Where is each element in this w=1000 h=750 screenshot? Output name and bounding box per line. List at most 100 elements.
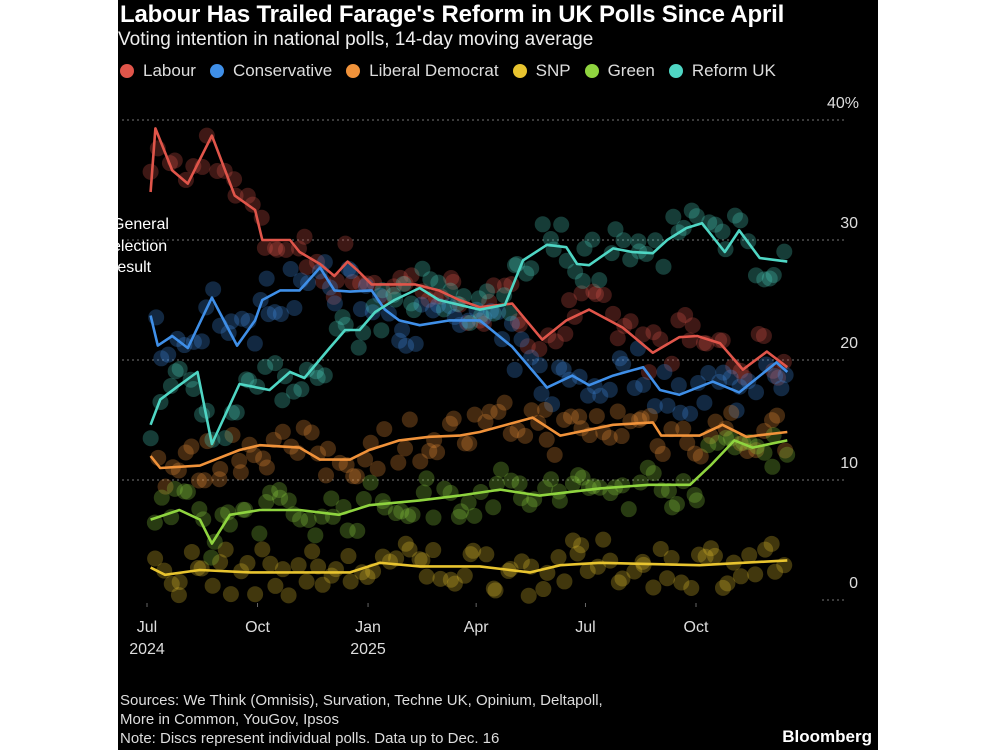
poll-disc (681, 332, 698, 349)
poll-disc (425, 302, 442, 319)
poll-disc (357, 451, 374, 468)
poll-disc (209, 162, 226, 179)
poll-disc (481, 403, 498, 420)
poll-disc (496, 394, 513, 411)
poll-disc (191, 501, 208, 518)
poll-disc (755, 327, 772, 344)
poll-disc (622, 313, 639, 330)
poll-disc (556, 573, 573, 590)
poll-disc (620, 501, 637, 518)
poll-disc (665, 208, 682, 225)
poll-disc (531, 341, 548, 358)
poll-disc (355, 491, 372, 508)
poll-disc (262, 484, 279, 501)
poll-disc (629, 340, 646, 357)
poll-disc (534, 216, 551, 233)
poll-disc (462, 546, 479, 563)
poll-disc (556, 411, 573, 428)
poll-disc (404, 506, 421, 523)
poll-disc (563, 408, 580, 425)
poll-disc (325, 288, 342, 305)
poll-disc (252, 292, 269, 309)
bloomberg-logo: Bloomberg (782, 727, 872, 746)
legend-dot-icon (512, 64, 527, 78)
poll-disc (206, 533, 223, 550)
poll-disc (390, 454, 407, 471)
poll-disc (679, 434, 696, 451)
poll-disc (271, 481, 288, 498)
poll-disc (675, 473, 692, 490)
annotation-line-2: election (118, 238, 168, 255)
poll-disc (732, 212, 749, 229)
poll-disc (546, 446, 563, 463)
poll-disc (425, 542, 442, 559)
poll-disc (607, 221, 624, 238)
poll-disc (328, 320, 345, 337)
poll-disc (397, 440, 414, 457)
poll-disc (485, 499, 502, 516)
poll-disc (183, 543, 200, 560)
poll-disc (664, 499, 681, 516)
poll-disc (267, 355, 284, 372)
poll-disc (298, 361, 315, 378)
poll-disc (580, 387, 597, 404)
poll-disc (509, 422, 526, 439)
poll-disc (517, 427, 534, 444)
poll-disc (166, 480, 183, 497)
poll-disc (237, 501, 254, 518)
poll-disc (244, 196, 261, 213)
legend-dot-icon (120, 64, 134, 78)
poll-disc (573, 285, 590, 302)
poll-disc (537, 480, 554, 497)
poll-disc (190, 472, 207, 489)
poll-disc (561, 292, 578, 309)
legend-item: Green (584, 61, 655, 81)
poll-disc (349, 522, 366, 539)
poll-disc (307, 527, 324, 544)
poll-disc (461, 435, 478, 452)
poll-disc (533, 385, 550, 402)
poll-disc (682, 405, 699, 422)
poll-disc (274, 392, 291, 409)
poll-disc (262, 555, 279, 572)
poll-disc (767, 368, 784, 385)
poll-disc (298, 573, 315, 590)
poll-disc (258, 493, 275, 510)
poll-disc (502, 425, 519, 442)
poll-disc (362, 434, 379, 451)
poll-disc (280, 492, 297, 509)
poll-disc (446, 575, 463, 592)
poll-disc (511, 316, 528, 333)
poll-disc (326, 295, 343, 312)
poll-disc (503, 315, 520, 332)
poll-disc (212, 461, 229, 478)
series-line-labour (149, 127, 789, 371)
poll-disc (171, 360, 188, 377)
poll-disc (344, 273, 361, 290)
poll-disc (763, 535, 780, 552)
poll-disc (574, 272, 591, 289)
x-tick-label: Jul (137, 619, 157, 636)
poll-disc (663, 550, 680, 567)
poll-disc (193, 560, 210, 577)
poll-disc (436, 480, 453, 497)
x-tick-label: Oct (684, 619, 709, 636)
poll-disc (779, 446, 796, 463)
poll-disc (511, 475, 528, 492)
poll-disc (369, 460, 386, 477)
poll-disc (538, 431, 555, 448)
poll-disc (272, 489, 289, 506)
poll-disc (645, 324, 662, 341)
poll-disc (203, 549, 220, 566)
poll-disc (777, 366, 794, 383)
legend-dot-icon (584, 64, 599, 78)
poll-disc (246, 335, 263, 352)
poll-disc (672, 404, 689, 421)
poll-disc (493, 461, 510, 478)
poll-disc (309, 369, 326, 386)
poll-disc (579, 563, 596, 580)
legend-label: Labour (143, 61, 196, 80)
poll-disc (167, 363, 184, 380)
poll-disc (316, 367, 333, 384)
poll-disc (300, 511, 317, 528)
